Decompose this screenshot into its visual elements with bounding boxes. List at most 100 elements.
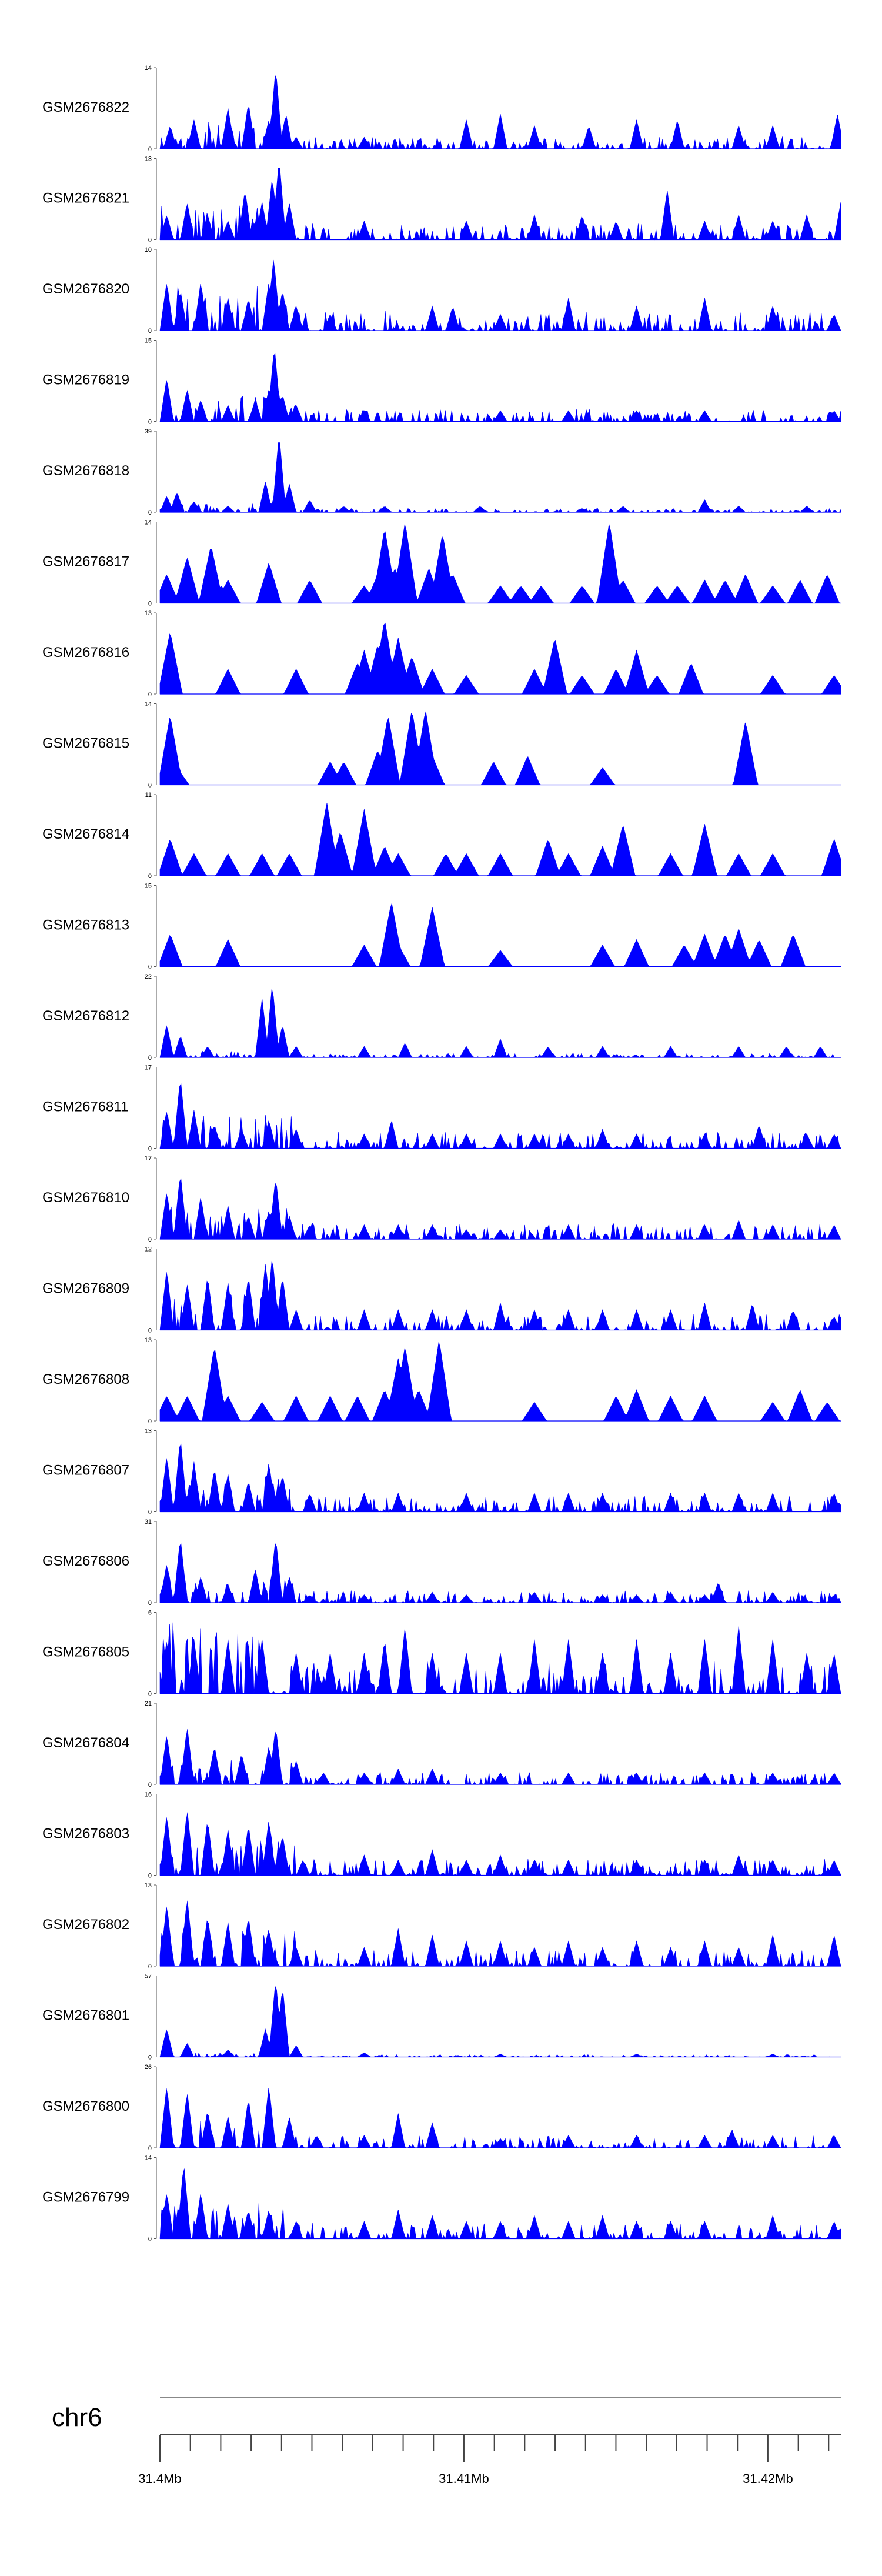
track-GSM2676799: GSM2676799 14 0 [42,2155,841,2243]
y-max-label: 14 [145,701,152,708]
track-label: GSM2676809 [42,1281,129,1297]
track-label: GSM2676818 [42,463,129,479]
y-max-label: 22 [145,973,152,980]
x-tick-label: 31.41Mb [439,2471,489,2486]
track-GSM2676812: GSM2676812 22 0 [42,973,841,1062]
y-min-label: 0 [148,328,152,335]
y-max-label: 26 [145,2064,152,2071]
track-GSM2676808: GSM2676808 13 0 [42,1337,841,1425]
coverage-area [159,903,841,967]
coverage-area [159,1900,841,1967]
y-min-label: 0 [148,964,152,971]
y-max-label: 14 [145,65,152,72]
y-min-label: 0 [148,237,152,244]
coverage-area [159,1260,841,1331]
genome-axis: chr6 31.4Mb 31.41Mb 31.42Mb [52,2397,841,2486]
y-min-label: 0 [148,2236,152,2243]
coverage-area [159,1083,841,1149]
track-GSM2676802: GSM2676802 13 0 [42,1882,841,1970]
track-GSM2676809: GSM2676809 12 0 [42,1246,841,1334]
track-label: GSM2676813 [42,917,129,933]
y-min-label: 0 [148,2054,152,2061]
y-max-label: 13 [145,1428,152,1435]
y-max-label: 10 [145,246,152,253]
track-label: GSM2676803 [42,1826,129,1842]
y-max-label: 14 [145,519,152,526]
coverage-area [159,622,841,695]
coverage-area [159,1342,841,1422]
track-GSM2676806: GSM2676806 31 0 [42,1519,841,1607]
x-tick-label: 31.4Mb [138,2471,181,2486]
coverage-area [159,1543,841,1604]
track-label: GSM2676822 [42,99,129,115]
track-label: GSM2676800 [42,2098,129,2114]
y-max-label: 21 [145,1700,152,1707]
track-GSM2676804: GSM2676804 21 0 [42,1700,841,1788]
coverage-area [159,1622,841,1694]
track-GSM2676805: GSM2676805 6 0 [42,1610,841,1698]
track-label: GSM2676819 [42,372,129,388]
coverage-area [159,442,841,513]
track-GSM2676807: GSM2676807 13 0 [42,1428,841,1516]
coverage-area [159,259,841,332]
track-label: GSM2676808 [42,1372,129,1387]
track-GSM2676811: GSM2676811 17 0 [42,1065,841,1153]
track-GSM2676800: GSM2676800 26 0 [42,2064,841,2152]
y-max-label: 17 [145,1155,152,1162]
track-label: GSM2676821 [42,191,129,206]
y-max-label: 13 [145,1882,152,1889]
track-label: GSM2676799 [42,2190,129,2205]
coverage-area [159,989,841,1059]
track-label: GSM2676811 [42,1099,128,1115]
coverage-area [159,1812,841,1876]
y-max-label: 16 [145,1791,152,1798]
y-min-label: 0 [148,1418,152,1425]
y-max-label: 13 [145,156,152,163]
coverage-area [159,1443,841,1513]
y-max-label: 57 [145,1973,152,1980]
y-max-label: 6 [148,1610,152,1617]
y-max-label: 31 [145,1519,152,1526]
y-min-label: 0 [148,1781,152,1788]
track-GSM2676821: GSM2676821 13 0 [42,156,841,244]
y-min-label: 0 [148,1327,152,1334]
track-label: GSM2676805 [42,1644,129,1660]
y-min-label: 0 [148,1691,152,1698]
y-min-label: 0 [148,2145,152,2152]
track-GSM2676816: GSM2676816 13 0 [42,610,841,698]
coverage-area [159,2168,841,2240]
coverage-area [159,803,841,876]
track-GSM2676817: GSM2676817 14 0 [42,519,841,608]
coverage-area [159,1729,841,1786]
y-min-label: 0 [148,146,152,153]
y-max-label: 15 [145,883,152,890]
track-label: GSM2676814 [42,826,129,842]
track-GSM2676813: GSM2676813 15 0 [42,883,841,971]
track-label: GSM2676817 [42,554,129,570]
y-min-label: 0 [148,1873,152,1880]
y-min-label: 0 [148,1146,152,1153]
y-min-label: 0 [148,873,152,880]
coverage-tracks: GSM2676822140GSM2676821130GSM2676820100G… [42,65,841,2243]
chromosome-label: chr6 [52,2403,102,2432]
y-min-label: 0 [148,782,152,789]
y-max-label: 13 [145,1337,152,1344]
track-label: GSM2676801 [42,2008,129,2024]
track-GSM2676820: GSM2676820 10 0 [42,246,841,335]
y-min-label: 0 [148,509,152,516]
y-min-label: 0 [148,419,152,426]
y-max-label: 17 [145,1065,152,1072]
coverage-area [159,2088,841,2148]
coverage-area [159,711,841,785]
y-min-label: 0 [148,1055,152,1062]
track-GSM2676819: GSM2676819 15 0 [42,338,841,426]
y-max-label: 39 [145,428,152,435]
y-min-label: 0 [148,691,152,698]
track-GSM2676810: GSM2676810 17 0 [42,1155,841,1243]
track-label: GSM2676804 [42,1735,129,1751]
coverage-area [159,168,841,241]
track-label: GSM2676820 [42,281,129,297]
coverage-area [159,1986,841,2058]
y-max-label: 15 [145,338,152,345]
y-min-label: 0 [148,1509,152,1516]
